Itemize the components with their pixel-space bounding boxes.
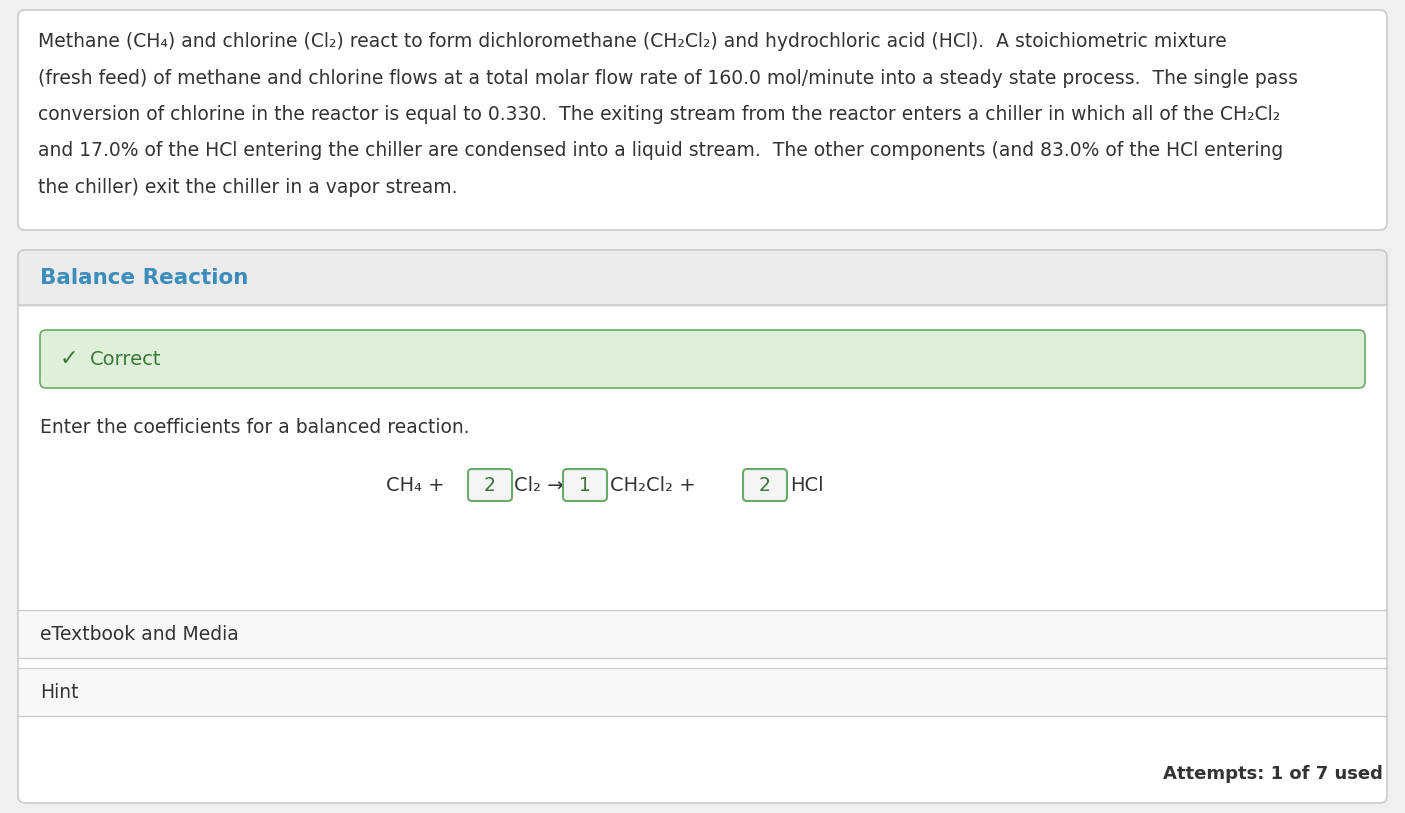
Text: HCl: HCl <box>790 476 823 494</box>
Text: the chiller) exit the chiller in a vapor stream.: the chiller) exit the chiller in a vapor… <box>38 178 458 197</box>
Text: CH₂Cl₂ +: CH₂Cl₂ + <box>610 476 695 494</box>
Bar <box>20 668 1385 716</box>
FancyBboxPatch shape <box>743 469 787 501</box>
Text: (fresh feed) of methane and chlorine flows at a total molar flow rate of 160.0 m: (fresh feed) of methane and chlorine flo… <box>38 68 1298 88</box>
FancyBboxPatch shape <box>39 330 1366 388</box>
FancyBboxPatch shape <box>18 10 1387 230</box>
Text: 2: 2 <box>485 476 496 494</box>
FancyBboxPatch shape <box>563 469 607 501</box>
Text: ✓: ✓ <box>60 349 79 369</box>
Text: Methane (CH₄) and chlorine (Cl₂) react to form dichloromethane (CH₂Cl₂) and hydr: Methane (CH₄) and chlorine (Cl₂) react t… <box>38 32 1227 51</box>
Text: Balance Reaction: Balance Reaction <box>39 267 249 288</box>
Bar <box>20 295 1385 307</box>
Text: Cl₂ →: Cl₂ → <box>514 476 563 494</box>
FancyBboxPatch shape <box>468 469 511 501</box>
Text: and 17.0% of the HCl entering the chiller are condensed into a liquid stream.  T: and 17.0% of the HCl entering the chille… <box>38 141 1283 160</box>
Text: Hint: Hint <box>39 682 79 702</box>
Bar <box>20 250 1385 305</box>
FancyBboxPatch shape <box>18 250 1387 305</box>
Text: Enter the coefficients for a balanced reaction.: Enter the coefficients for a balanced re… <box>39 418 469 437</box>
Text: 2: 2 <box>759 476 771 494</box>
Text: Correct: Correct <box>90 350 162 368</box>
Bar <box>20 610 1385 658</box>
Text: CH₄ +: CH₄ + <box>386 476 445 494</box>
Text: 1: 1 <box>579 476 592 494</box>
FancyBboxPatch shape <box>18 250 1387 803</box>
Text: eTextbook and Media: eTextbook and Media <box>39 624 239 644</box>
Text: Attempts: 1 of 7 used: Attempts: 1 of 7 used <box>1163 765 1383 783</box>
Text: conversion of chlorine in the reactor is equal to 0.330.  The exiting stream fro: conversion of chlorine in the reactor is… <box>38 105 1280 124</box>
